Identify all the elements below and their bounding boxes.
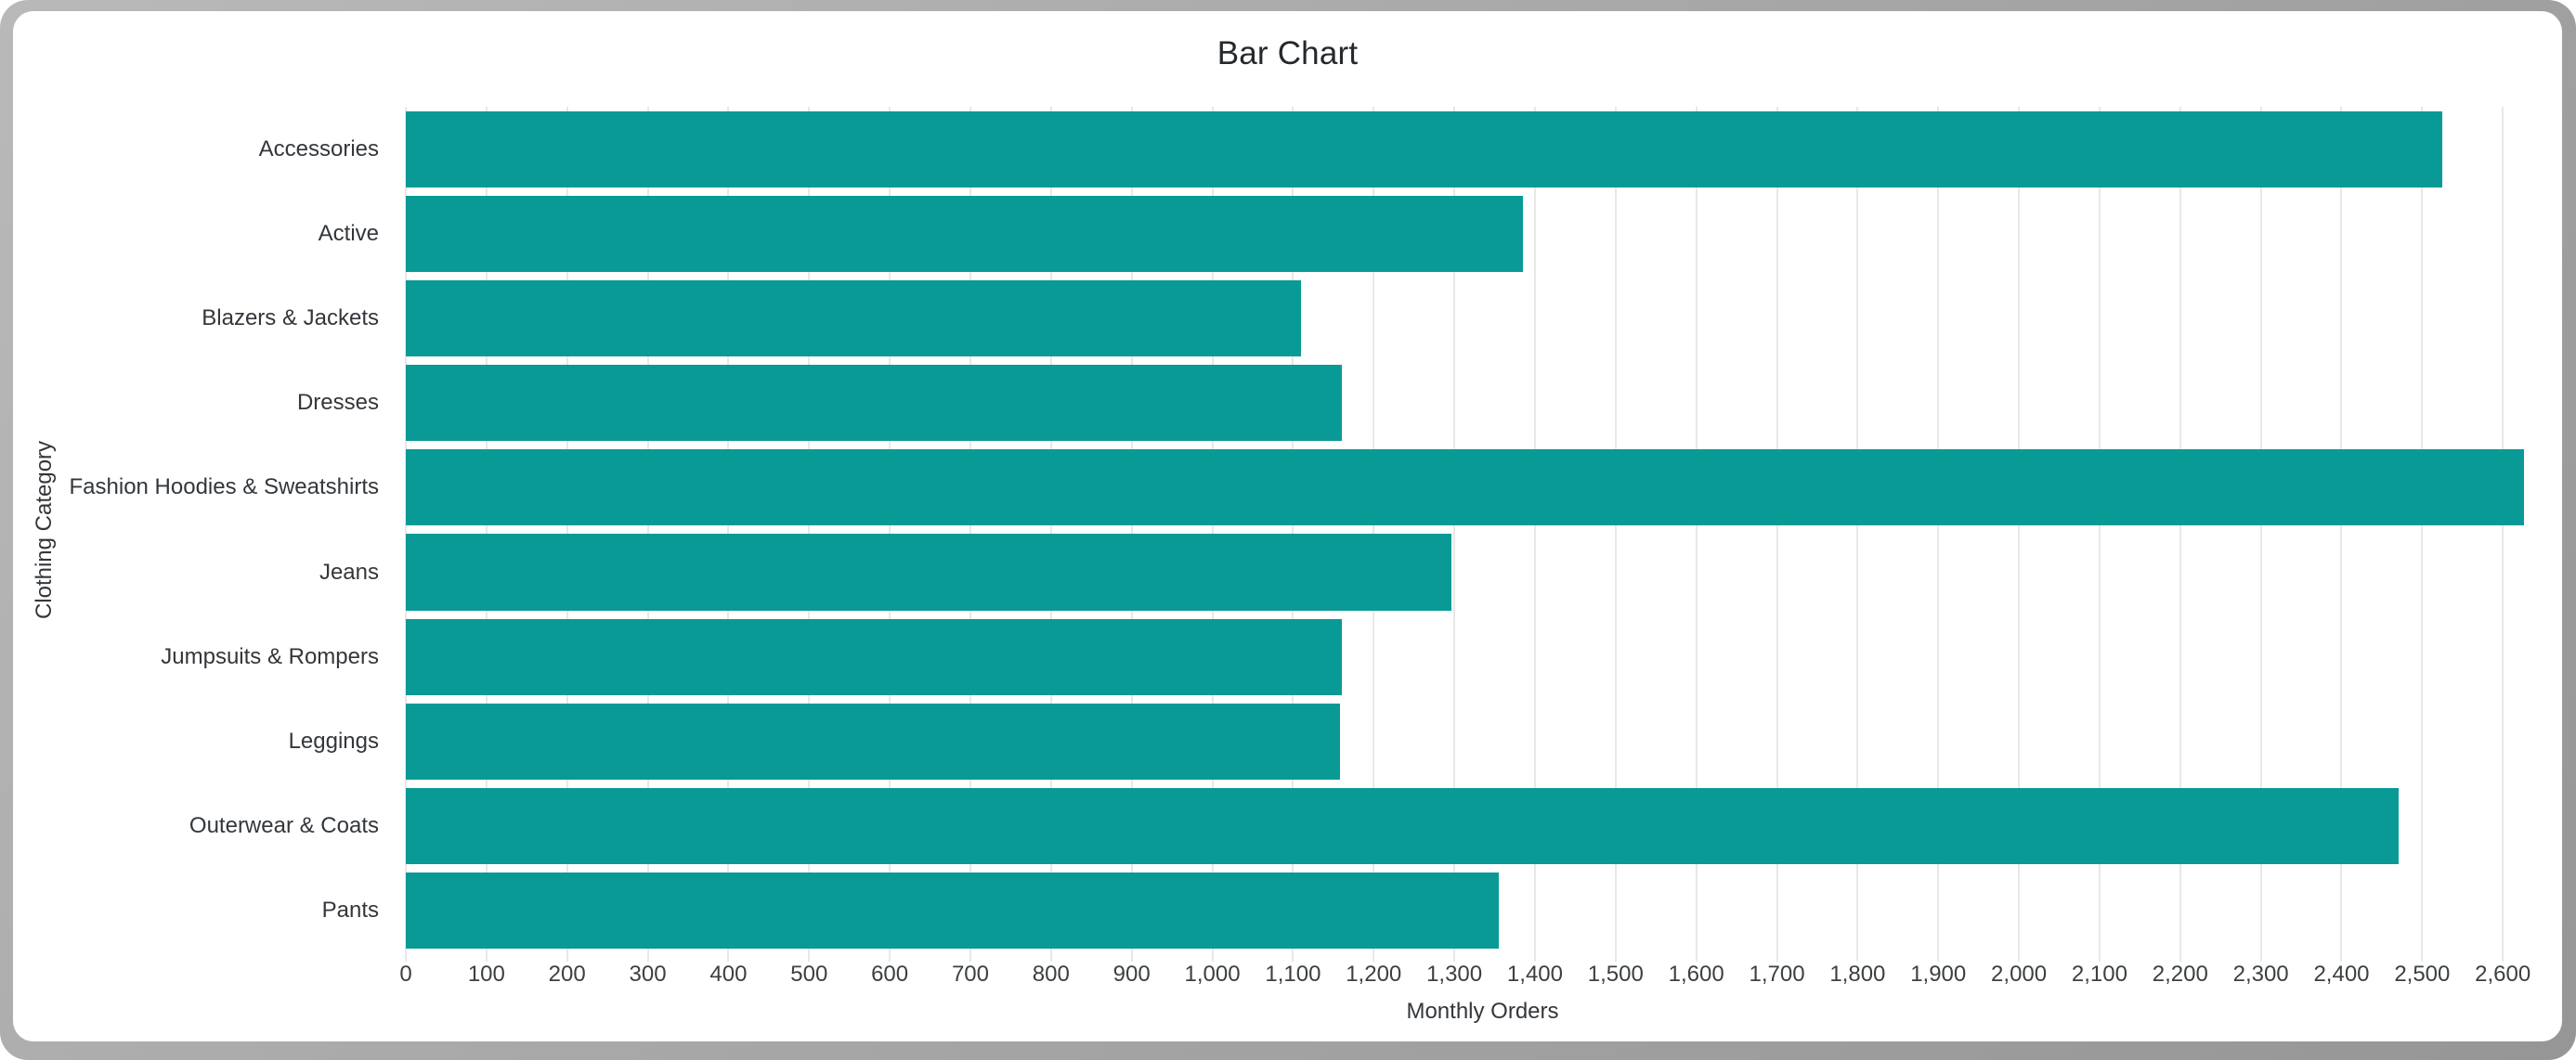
x-tick-label: 300 [629, 962, 667, 987]
gridline [1533, 107, 1536, 962]
x-tick-label: 700 [951, 962, 989, 987]
gridline [2098, 107, 2101, 962]
bar-chart-card: Bar Chart Clothing Category Accessories A… [13, 11, 2562, 1041]
x-tick-label: 1,300 [1426, 962, 1483, 987]
gridline [1695, 107, 1698, 962]
plot-area: Accessories Active Blazers & Jackets Dresse… [70, 107, 2559, 962]
bar-fashion-hoodies-sweatshirts[interactable] [406, 449, 2524, 526]
x-axis-title: Monthly Orders [1406, 999, 1559, 1024]
gridline [2259, 107, 2262, 962]
bar-active[interactable] [406, 195, 1523, 272]
x-tick-label: 800 [1032, 962, 1070, 987]
x-tick-label: 2,100 [2071, 962, 2127, 987]
category-label: Fashion Hoodies & Sweatshirts [69, 474, 380, 500]
category-label: Accessories [258, 136, 379, 162]
bar-accessories[interactable] [406, 110, 2443, 187]
category-label: Active [318, 220, 379, 246]
x-tick-label: 1,400 [1506, 962, 1563, 987]
category-label: Pants [321, 898, 379, 924]
x-tick-label: 1,500 [1587, 962, 1644, 987]
gridline [1776, 107, 1778, 962]
chart-row: Blazers & Jackets [202, 276, 2559, 360]
chart-row: Jumpsuits & Rompers [161, 614, 2559, 699]
x-tick-label: 2,300 [2232, 962, 2289, 987]
gridline [2018, 107, 2021, 962]
x-tick-label: 1,600 [1668, 962, 1724, 987]
gridline [2340, 107, 2343, 962]
bar-pants[interactable] [406, 873, 1499, 950]
x-tick-label: 2,500 [2394, 962, 2451, 987]
x-axis-ticks: 0 100 200 300 400 500 600 700 800 900 1,000 1,100 1,… [399, 962, 2559, 989]
x-tick-label: 600 [871, 962, 909, 987]
category-label: Jumpsuits & Rompers [161, 643, 379, 669]
x-tick-label: 1,100 [1265, 962, 1321, 987]
x-tick-label: 1,900 [1910, 962, 1967, 987]
gridline [1453, 107, 1456, 962]
chart-row: Fashion Hoodies & Sweatshirts [70, 446, 2559, 530]
bar-blazers-jackets[interactable] [406, 279, 1302, 356]
bar-leggings[interactable] [406, 703, 1340, 780]
category-label: Leggings [288, 728, 379, 754]
bar-jeans[interactable] [406, 534, 1451, 611]
chart-row: Dresses [297, 361, 2559, 446]
x-tick-label: 400 [709, 962, 748, 987]
bar-jumpsuits-rompers[interactable] [406, 618, 1343, 695]
x-tick-label: 1,200 [1346, 962, 1402, 987]
category-label: Outerwear & Coats [189, 813, 379, 839]
x-tick-label: 100 [467, 962, 505, 987]
bar-outerwear-coats[interactable] [406, 788, 2400, 865]
x-tick-label: 0 [399, 962, 412, 987]
category-label: Dresses [296, 390, 379, 416]
x-tick-label: 2,000 [1991, 962, 2048, 987]
x-tick-label: 500 [790, 962, 828, 987]
category-label: Jeans [319, 559, 379, 585]
x-tick-label: 900 [1112, 962, 1151, 987]
category-label: Blazers & Jackets [202, 304, 379, 330]
gridline [2502, 107, 2504, 962]
x-tick-label: 1,700 [1749, 962, 1805, 987]
x-tick-label: 1,800 [1829, 962, 1886, 987]
chart-row: Leggings [289, 699, 2559, 783]
bar-dresses[interactable] [406, 365, 1342, 442]
gridline [1614, 107, 1617, 962]
chart-row: Pants [322, 869, 2559, 953]
x-tick-label: 1,000 [1184, 962, 1241, 987]
gridline [1937, 107, 1940, 962]
y-axis-title: Clothing Category [32, 440, 57, 620]
gridline [1856, 107, 1859, 962]
x-tick-label: 200 [548, 962, 586, 987]
x-tick-label: 2,600 [2475, 962, 2531, 987]
gridline [2421, 107, 2424, 962]
x-tick-label: 2,400 [2313, 962, 2370, 987]
chart-row: Jeans [319, 530, 2559, 614]
chart-row: Outerwear & Coats [189, 784, 2559, 869]
x-tick-label: 2,200 [2152, 962, 2208, 987]
chart-title: Bar Chart [1216, 35, 1359, 71]
chart-row: Active [319, 191, 2559, 276]
gridline [2179, 107, 2181, 962]
chart-row: Accessories [259, 107, 2559, 191]
